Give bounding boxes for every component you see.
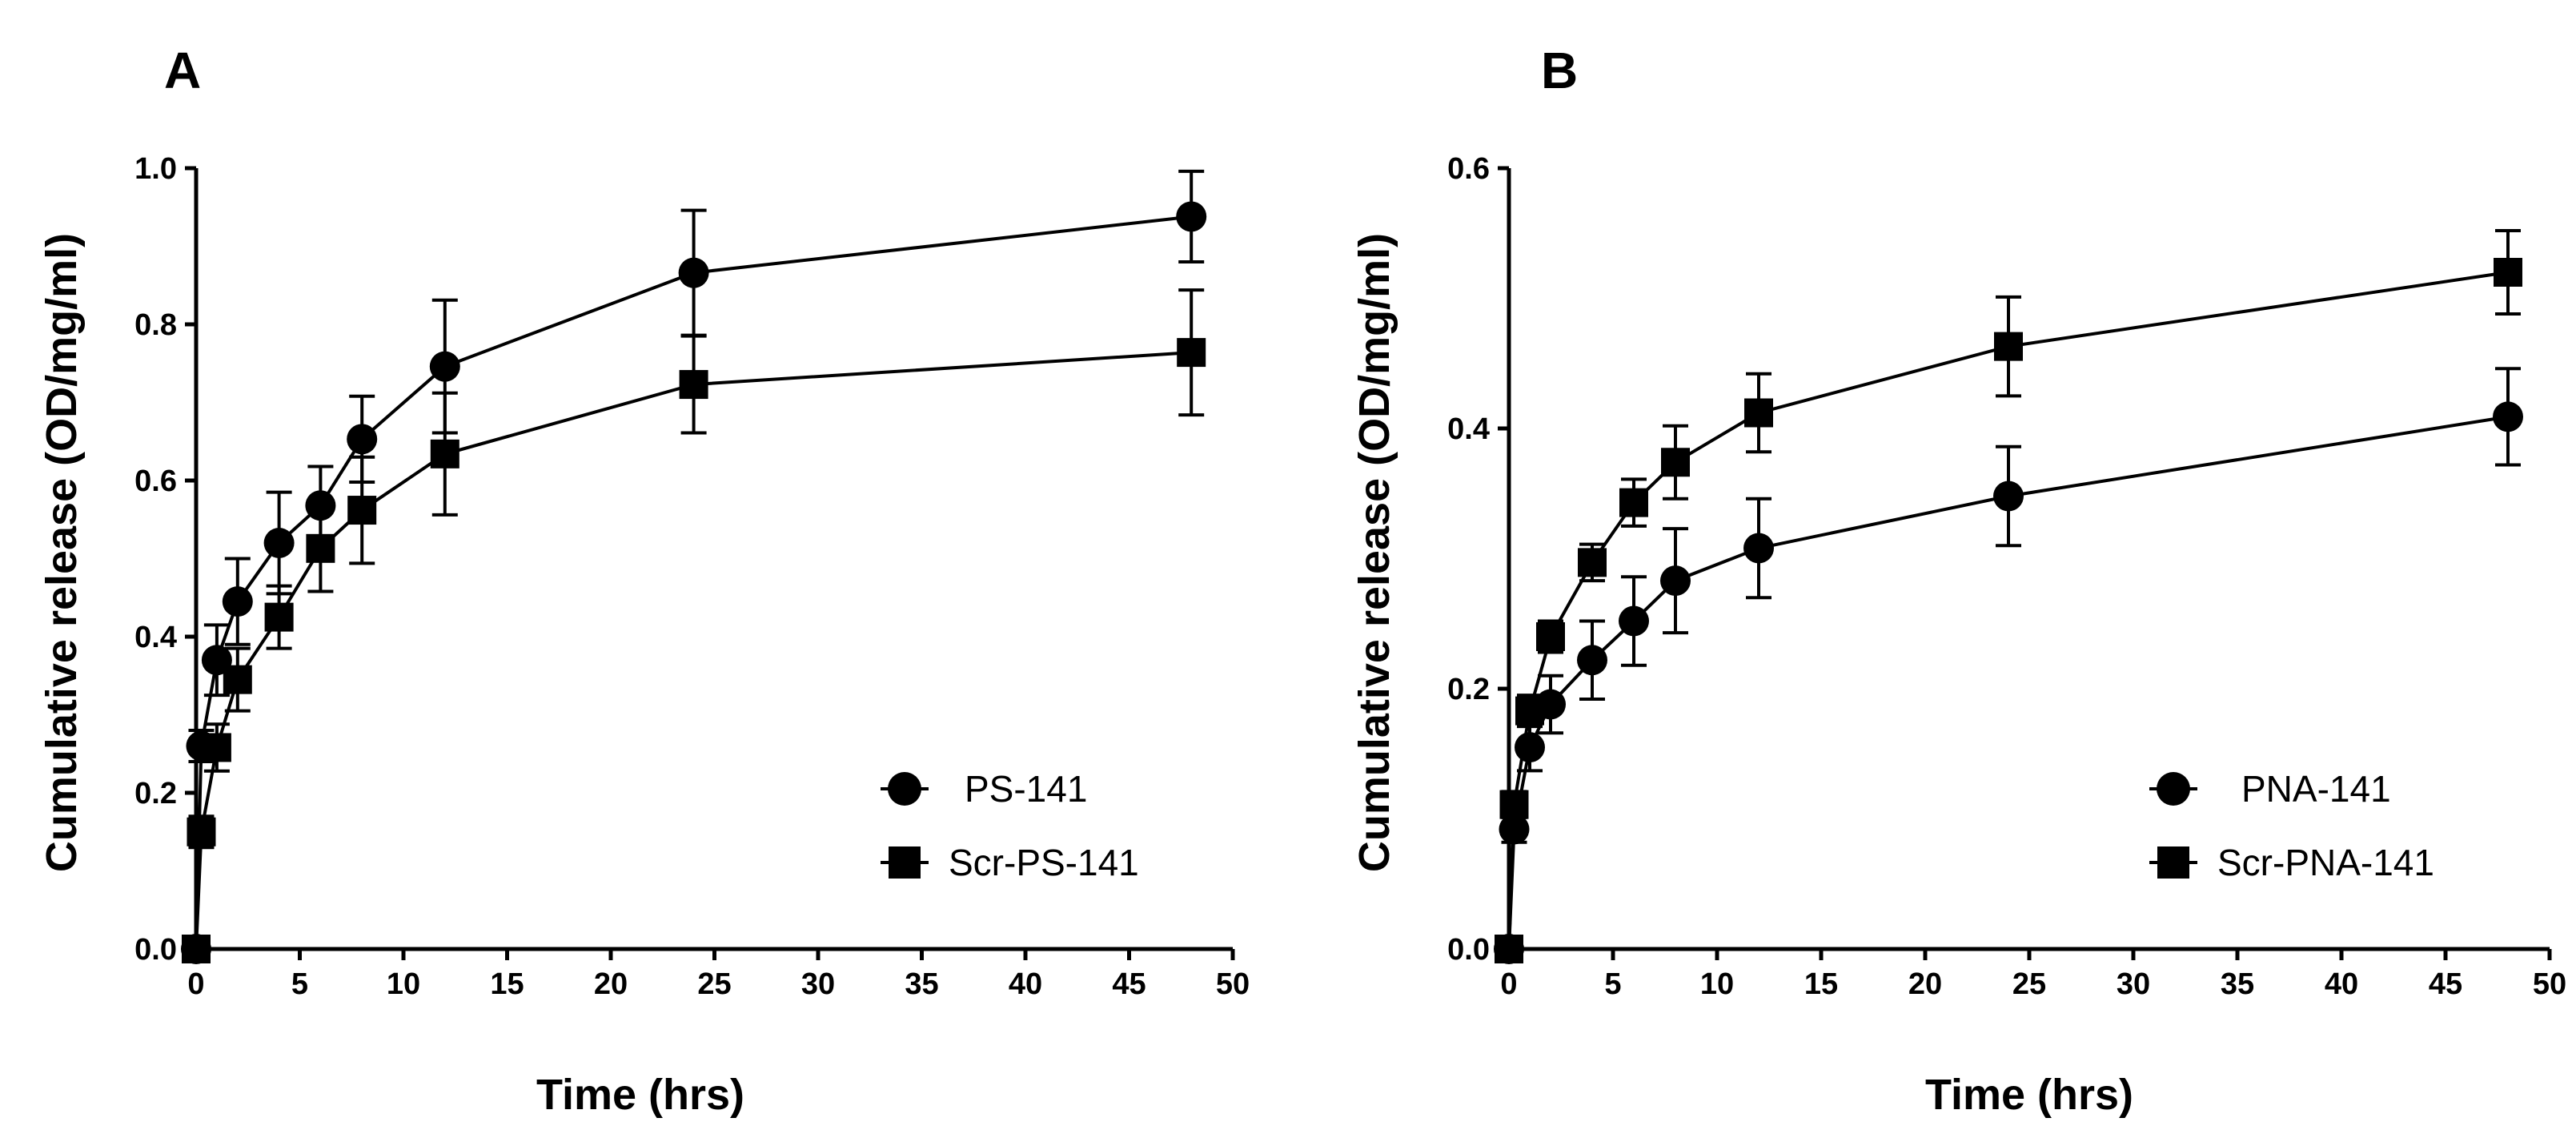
panel-a-y-tick-label: 0.6 (134, 464, 177, 498)
panel-b-series-2 (1495, 229, 2522, 963)
panel-b-legend-label-0: PNA-141 (2241, 768, 2391, 810)
panel-b-series-2-point (1515, 696, 1544, 726)
panel-b-series-2-point (1619, 488, 1648, 517)
panel-b-series-1-point (1660, 565, 1691, 597)
panel-a-x-tick-label: 30 (801, 967, 835, 1001)
panel-b-legend-item-0: PNA-141 (2149, 768, 2391, 810)
panel-a-x-tick-label: 45 (1112, 967, 1146, 1001)
panel-a-x-tick-label: 20 (594, 967, 628, 1001)
panel-b-series-1-point (1619, 605, 1649, 637)
panel-b-x-tick-label: 25 (2012, 967, 2046, 1001)
panel-a-x-tick-label: 50 (1216, 967, 1250, 1001)
panel-a-series-2 (182, 288, 1206, 963)
panel-a-series-2-point (202, 733, 231, 762)
panel-a-series-1-point (222, 586, 253, 617)
panel-a-series-1-point (429, 351, 460, 382)
panel-a-series-2-line (195, 351, 1192, 950)
panel-a-y-tick-label: 0.0 (134, 933, 177, 967)
panel-b-series-1-point (1993, 481, 2024, 512)
panel-b-series-2-line (1507, 271, 2509, 950)
panel-b: B Cumulative release (OD/mg/ml) Time (hr… (1350, 42, 2566, 1119)
panel-b-y-tick-label: 0.2 (1447, 673, 1490, 706)
panel-a-series-1-point (263, 528, 295, 558)
panel-b-legend-label-1: Scr-PNA-141 (2217, 842, 2434, 883)
panel-a-series-1-line (195, 215, 1192, 950)
panel-b-x-tick-label: 30 (2117, 967, 2150, 1001)
panel-a-legend: PS-141 Scr-PS-141 (881, 768, 1139, 883)
panel-b-x-tick-label: 0 (1500, 967, 1517, 1001)
panel-b-series-2-point (1495, 935, 1523, 963)
panel-a-series-2-point (347, 496, 377, 525)
panel-a-x-tick-label: 35 (905, 967, 938, 1001)
panel-b-legend: PNA-141 Scr-PNA-141 (2149, 768, 2434, 883)
panel-a-axes: 0.0 0.2 0.4 0.6 0.8 1.0 0 5 10 15 20 25 30 35 40 45 50 (134, 152, 1250, 1001)
panel-a-series-2-point (1177, 338, 1206, 368)
panel-a-legend-item-1: Scr-PS-141 (881, 842, 1139, 883)
panel-a-x-tick-label: 15 (490, 967, 524, 1001)
panel-b-series-2-point (2494, 258, 2522, 287)
panel-a-legend-item-0: PS-141 (881, 768, 1087, 810)
panel-b-series-2-point (1994, 332, 2023, 361)
panel-a-x-tick-label: 10 (387, 967, 420, 1001)
panel-b-series-1-point (2493, 401, 2523, 432)
panel-b-legend-item-1: Scr-PNA-141 (2149, 842, 2434, 883)
panel-a-series-2-point (306, 533, 335, 563)
panel-b-x-tick-label: 45 (2429, 967, 2462, 1001)
panel-a-series-2-point (264, 602, 294, 632)
panel-b-series-2-point (1499, 790, 1529, 819)
panel-a-x-tick-label: 0 (187, 967, 204, 1001)
panel-b-series-2-point (1744, 398, 1773, 428)
panel-a-letter: A (164, 42, 201, 99)
panel-a-series-2-point (430, 439, 459, 468)
panel-b-letter: B (1541, 42, 1578, 99)
panel-b-x-axis-title: Time (hrs) (1925, 1071, 2133, 1119)
panel-a-series-2-point (182, 935, 211, 963)
panel-a-legend-marker-1 (889, 846, 921, 879)
panel-a-legend-label-0: PS-141 (965, 768, 1087, 810)
panel-a-series-2-point (679, 370, 708, 400)
panel-b-y-axis-title: Cumulative release (OD/mg/ml) (1350, 233, 1398, 872)
panel-a-series-1-point (347, 424, 378, 455)
panel-a-y-axis-title: Cumulative release (OD/mg/ml) (38, 233, 86, 872)
panel-a: A Cumulative release (OD/mg/ml) Time (hr… (38, 42, 1250, 1119)
panel-b-x-tick-label: 10 (1700, 967, 1734, 1001)
panel-a-x-tick-label: 40 (1009, 967, 1042, 1001)
panel-a-x-tick-label: 5 (291, 967, 308, 1001)
panel-b-legend-marker-1 (2157, 846, 2189, 879)
panel-b-x-tick-label: 15 (1804, 967, 1838, 1001)
panel-b-series (1494, 229, 2523, 964)
panel-b-series-1-point (1743, 533, 1774, 564)
panel-a-y-tick-label: 0.8 (134, 308, 177, 342)
panel-b-series-1-line (1507, 415, 2509, 950)
panel-a-series-1-point (1176, 201, 1207, 232)
panel-b-x-tick-label: 35 (2221, 967, 2254, 1001)
panel-a-y-tick-label: 0.4 (134, 621, 177, 654)
panel-b-series-2-point (1661, 448, 1690, 477)
panel-a-legend-label-1: Scr-PS-141 (949, 842, 1139, 883)
panel-b-series-2-point (1578, 548, 1607, 577)
panel-a-y-tick-label: 1.0 (134, 152, 177, 186)
panel-b-series-1-point (1515, 732, 1545, 763)
panel-a-series-1-point (678, 257, 709, 288)
panel-b-x-tick-label: 50 (2533, 967, 2566, 1001)
panel-b-y-tick-label: 0.0 (1447, 933, 1490, 967)
panel-a-y-tick-label: 0.2 (134, 777, 177, 810)
panel-b-x-tick-label: 20 (1908, 967, 1942, 1001)
panel-b-y-tick-label: 0.6 (1447, 152, 1490, 186)
panel-a-legend-marker-0 (888, 772, 921, 806)
panel-a-x-tick-label: 25 (697, 967, 731, 1001)
panel-a-series-2-point (187, 817, 216, 846)
panel-b-series-1-point (1577, 645, 1607, 676)
panel-b-x-tick-label: 40 (2325, 967, 2358, 1001)
panel-b-legend-marker-0 (2157, 772, 2190, 806)
panel-a-x-axis-title: Time (hrs) (536, 1071, 744, 1119)
panel-a-series (181, 169, 1207, 964)
panel-a-series-2-point (223, 665, 252, 694)
panel-b-x-tick-label: 5 (1604, 967, 1621, 1001)
panel-b-y-tick-label: 0.4 (1447, 412, 1490, 446)
panel-b-series-2-point (1536, 622, 1565, 651)
